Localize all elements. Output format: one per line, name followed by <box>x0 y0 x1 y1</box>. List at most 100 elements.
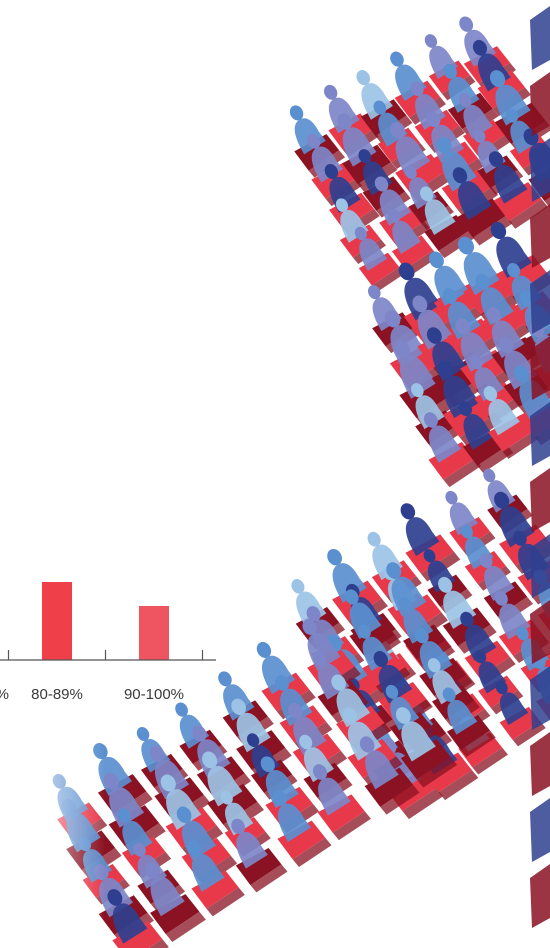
x-tick-label-1: 80-89% <box>31 686 83 703</box>
person-head <box>390 51 404 67</box>
person-head <box>411 383 424 398</box>
bar-2 <box>139 606 169 660</box>
person-head <box>299 734 313 750</box>
person-head <box>414 627 429 644</box>
person-head <box>313 650 327 666</box>
bar-1 <box>42 582 72 660</box>
person-body <box>405 517 440 557</box>
person-head <box>218 671 232 687</box>
person-body <box>465 624 497 662</box>
seat <box>442 607 491 647</box>
seat-edge <box>530 72 550 136</box>
person-head <box>486 306 501 323</box>
person-body <box>392 220 421 255</box>
person-head <box>354 226 367 241</box>
person-body <box>463 252 501 296</box>
person-body <box>460 332 495 372</box>
person-head <box>342 707 358 724</box>
person-body <box>424 199 456 235</box>
person-head <box>404 165 417 180</box>
person-head <box>358 624 371 639</box>
person-head <box>367 531 381 547</box>
seated-person <box>442 687 496 758</box>
person-head <box>519 290 534 307</box>
person-head <box>386 562 402 579</box>
person-head <box>483 386 498 402</box>
person-head <box>394 340 411 359</box>
person-head <box>507 263 521 278</box>
person-head <box>331 674 346 691</box>
person-head <box>410 81 424 97</box>
person-head <box>302 619 317 635</box>
seat <box>464 640 510 678</box>
person-body <box>494 165 528 204</box>
person-head <box>455 318 471 335</box>
person-head <box>460 524 473 539</box>
person-head <box>337 113 353 130</box>
seat <box>428 442 475 480</box>
seat <box>400 739 451 780</box>
person-head <box>516 626 529 641</box>
seat-edge <box>530 138 550 202</box>
person-head <box>384 310 401 328</box>
person-body <box>463 104 493 139</box>
person-head <box>458 401 472 417</box>
person-head <box>374 176 389 192</box>
person-head <box>390 121 406 139</box>
seat-edge <box>530 6 550 70</box>
person-head <box>479 553 493 568</box>
seat-shadow <box>292 837 332 867</box>
person-head <box>356 70 371 86</box>
person-body <box>428 425 462 463</box>
seat-edge <box>530 534 550 598</box>
person-head <box>324 164 339 179</box>
seat-shadow <box>512 721 546 747</box>
seat <box>364 767 414 807</box>
person-body <box>395 136 431 177</box>
person-head <box>428 251 444 269</box>
person-head <box>437 360 454 379</box>
person-head <box>373 100 387 115</box>
person-head <box>495 680 508 695</box>
seat-edge <box>530 204 550 268</box>
seat <box>358 252 400 286</box>
person-body <box>488 399 520 436</box>
person-head <box>291 579 305 594</box>
person-head <box>324 84 338 100</box>
person-body <box>500 692 529 726</box>
person-head <box>470 355 483 370</box>
person-body <box>359 238 388 271</box>
seat <box>499 706 541 740</box>
seat-shadow <box>502 431 540 459</box>
seat <box>339 224 381 258</box>
person-head <box>412 295 428 313</box>
person-body <box>495 84 531 126</box>
person-head <box>445 490 458 505</box>
seat <box>395 153 445 195</box>
person-body <box>365 750 399 790</box>
person-head <box>368 285 381 300</box>
person-head <box>474 650 487 664</box>
fade-overlay <box>0 720 300 948</box>
person-head <box>473 129 486 143</box>
seated-person <box>423 412 482 488</box>
x-axis-tick-labels: …% 80-89% 90-100% <box>0 686 184 703</box>
seat-edge <box>530 600 550 664</box>
seat-edge <box>530 798 550 862</box>
seat-shadow <box>416 756 458 788</box>
seat-edge <box>530 270 550 334</box>
person-head <box>438 576 453 593</box>
person-body <box>457 181 492 221</box>
seat-shadow <box>332 811 371 841</box>
person-body <box>463 414 495 450</box>
person-body <box>447 699 478 735</box>
person-head <box>327 548 342 566</box>
person-head <box>344 589 359 605</box>
seat-shadow <box>508 199 549 229</box>
person-body <box>449 502 479 536</box>
person-head <box>513 530 527 546</box>
person-head <box>458 92 472 107</box>
seated-person <box>312 764 371 841</box>
person-head <box>505 108 519 123</box>
